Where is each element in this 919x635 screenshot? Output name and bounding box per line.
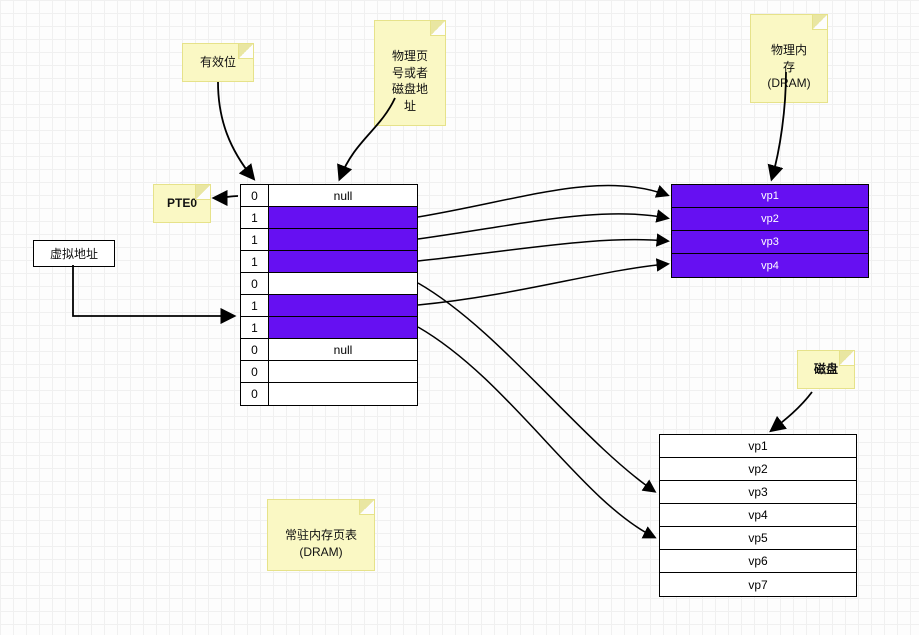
page-table-row: 1 [241,251,417,273]
addr-cell [269,273,417,294]
valid-bit-cell: 0 [241,185,269,206]
addr-cell [269,361,417,382]
valid-bit-cell: 0 [241,383,269,405]
addr-cell: null [269,339,417,360]
page-table-row: 0 [241,361,417,383]
note-valid-bit: 有效位 [182,43,254,82]
valid-bit-cell: 0 [241,273,269,294]
disk-row: vp1 [660,435,856,458]
dram-row: vp3 [672,231,868,254]
virtual-addr-box: 虚拟地址 [33,240,115,267]
note-disk: 磁盘 [797,350,855,389]
page-table-row: 0 [241,273,417,295]
virtual-addr-text: 虚拟地址 [50,247,98,261]
valid-bit-cell: 0 [241,361,269,382]
valid-bit-cell: 1 [241,317,269,338]
dram-row: vp2 [672,208,868,231]
valid-bit-cell: 1 [241,229,269,250]
disk-row: vp3 [660,481,856,504]
addr-cell [269,251,417,272]
page-table-row: 0 [241,383,417,405]
disk-row: vp5 [660,527,856,550]
page-table-row: 1 [241,229,417,251]
note-text: PTE0 [167,196,197,210]
disk-table: vp1vp2vp3vp4vp5vp6vp7 [659,434,857,597]
note-phys-or-disk: 物理页 号或者 磁盘地 址 [374,20,446,126]
page-table-row: 0null [241,339,417,361]
valid-bit-cell: 1 [241,295,269,316]
disk-row: vp6 [660,550,856,573]
note-dram: 物理内 存 (DRAM) [750,14,828,103]
note-resident: 常驻内存页表 (DRAM) [267,499,375,571]
page-table-row: 1 [241,207,417,229]
valid-bit-cell: 0 [241,339,269,360]
addr-cell [269,207,417,228]
note-text: 磁盘 [814,362,838,376]
dram-row: vp4 [672,254,868,277]
disk-row: vp2 [660,458,856,481]
page-table-row: 1 [241,295,417,317]
disk-row: vp7 [660,573,856,596]
addr-cell [269,295,417,316]
addr-cell [269,317,417,338]
dram-row: vp1 [672,185,868,208]
page-table-row: 0null [241,185,417,207]
page-table: 0null1110110null00 [240,184,418,406]
dram-table: vp1vp2vp3vp4 [671,184,869,278]
valid-bit-cell: 1 [241,251,269,272]
note-text: 物理内 存 (DRAM) [767,43,810,91]
note-pte0: PTE0 [153,184,211,223]
addr-cell: null [269,185,417,206]
disk-row: vp4 [660,504,856,527]
addr-cell [269,383,417,405]
note-text: 常驻内存页表 (DRAM) [285,528,357,559]
addr-cell [269,229,417,250]
valid-bit-cell: 1 [241,207,269,228]
page-table-row: 1 [241,317,417,339]
note-text: 有效位 [200,55,236,69]
note-text: 物理页 号或者 磁盘地 址 [392,49,428,113]
